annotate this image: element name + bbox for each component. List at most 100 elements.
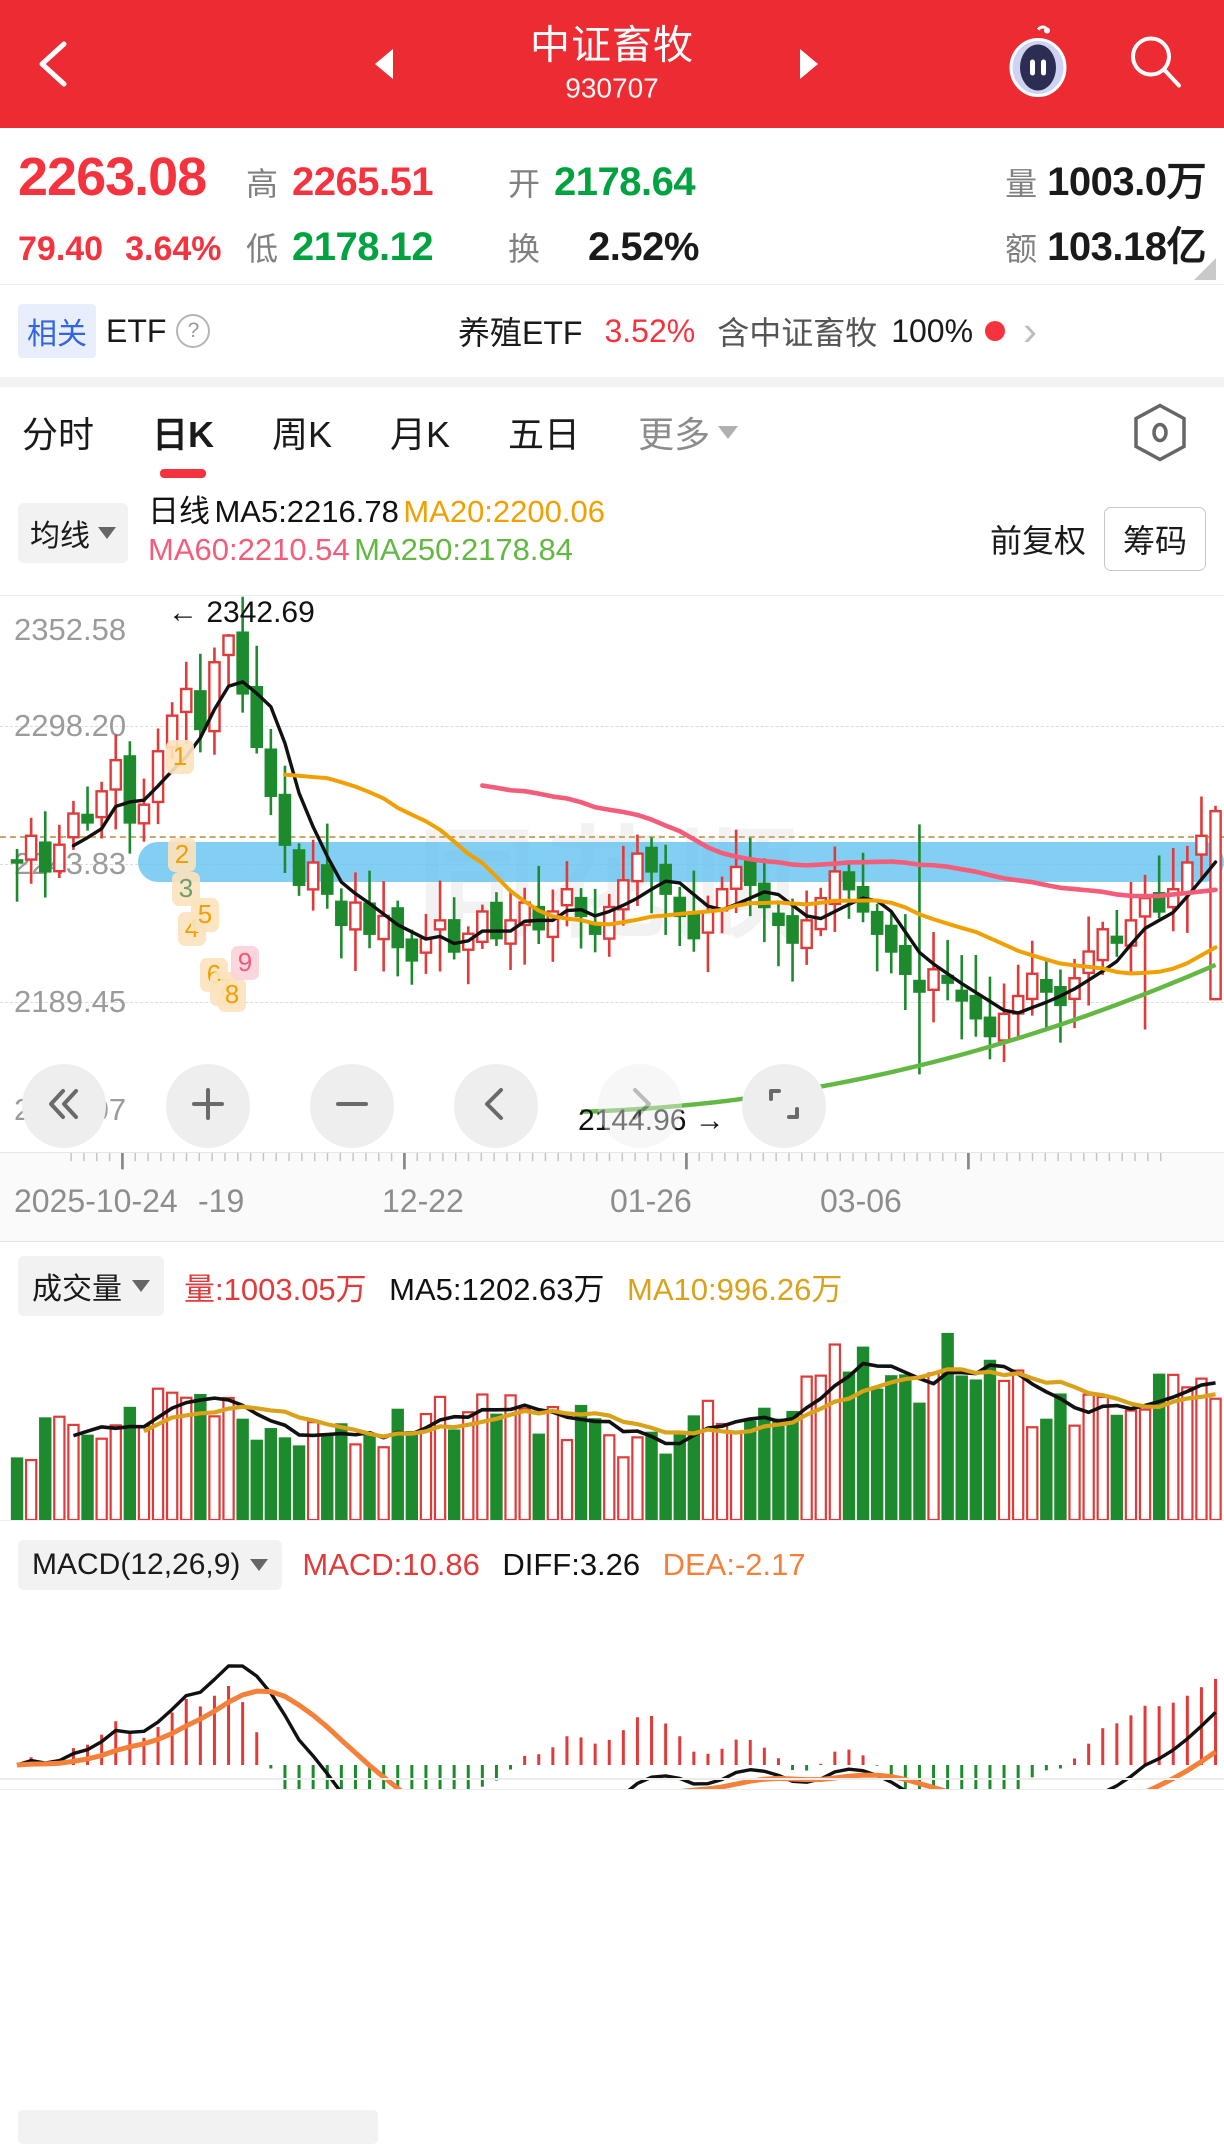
x-axis-label: 01-26 [610, 1183, 692, 1219]
tab-five-day[interactable]: 五日 [508, 406, 580, 464]
svg-text:9: 9 [238, 947, 252, 977]
adjust-mode-label[interactable]: 前复权 [989, 523, 1086, 559]
low-value: 2178.12 [292, 225, 434, 269]
expand-corner-icon[interactable] [1194, 258, 1216, 280]
next-stock-button[interactable] [800, 49, 818, 79]
ma-values: 日线 MA5:2216.78 MA20:2200.06 MA60:2210.54… [148, 493, 1206, 569]
tab-label: 周K [272, 414, 333, 455]
question-circle-icon[interactable]: ? [176, 314, 211, 348]
back-button[interactable] [28, 36, 84, 92]
prev-stock-button[interactable] [375, 49, 393, 79]
open-cell: 开 2178.64 [508, 159, 776, 205]
related-etf-row[interactable]: 相关 ETF ? 养殖ETF 3.52% 含中证畜牧 100% › [0, 285, 1224, 377]
search-icon [1124, 36, 1188, 98]
volume-indicator-selector[interactable]: 成交量 [18, 1256, 164, 1316]
pan-right-button[interactable] [598, 1064, 682, 1148]
tab-fenshi[interactable]: 分时 [22, 406, 94, 464]
open-value: 2178.64 [554, 160, 696, 204]
candlestick-chart[interactable]: 同花顺 2352.58 2298.20 2243.83 2189.45 2135… [0, 595, 1224, 1152]
ma-selector-button[interactable]: 均线 [18, 503, 128, 563]
fullscreen-button[interactable] [742, 1064, 826, 1148]
stock-code: 930707 [565, 72, 659, 104]
chart-area[interactable]: 同花顺 2352.58 2298.20 2243.83 2189.45 2135… [0, 595, 1224, 1242]
zoom-in-button[interactable] [166, 1064, 250, 1148]
tab-weekly-k[interactable]: 周K [272, 406, 332, 464]
volume-cell: 量 1003.0万 [776, 149, 1206, 207]
axis-ticks [70, 1153, 1162, 1170]
x-axis-label: -19 [198, 1183, 245, 1219]
triangle-right-icon [800, 49, 818, 79]
high-annotation: ← 2342.69 [168, 596, 315, 629]
date-axis: 2025-10-24 -19 12-22 01-26 03-06 [0, 1152, 1224, 1242]
double-chevron-left-icon [41, 1081, 87, 1132]
search-button[interactable] [1124, 30, 1188, 99]
macd-value: MACD:10.86 [302, 1547, 480, 1582]
change-percent: 3.64% [125, 230, 222, 268]
ma-header-right: 前复权 筹码 [990, 507, 1206, 571]
gridline-cost [0, 836, 1224, 838]
assistant-button[interactable] [1002, 24, 1074, 105]
open-label: 开 [508, 166, 541, 202]
hexagon-settings-icon [1132, 403, 1188, 467]
macd-panel-header: MACD(12,26,9) MACD:10.86 DIFF:3.26 DEA:-… [0, 1521, 1224, 1599]
chevron-down-icon [132, 1280, 150, 1292]
volume-panel-header: 成交量 量:1003.05万 MA5:1202.63万 MA10:996.26万 [0, 1242, 1224, 1320]
dea-value: DEA:-2.17 [662, 1547, 806, 1582]
robot-assistant-icon [1002, 25, 1074, 104]
tab-more[interactable]: 更多 [638, 406, 739, 464]
etf-detail[interactable]: 养殖ETF 3.52% 含中证畜牧 100% › [458, 308, 1037, 354]
price-cell: 2263.08 [18, 146, 246, 208]
pan-left-button[interactable] [454, 1064, 538, 1148]
volume-bars-svg [10, 1332, 1222, 1520]
svg-text:3: 3 [179, 873, 193, 903]
etf-item-name: 养殖ETF [458, 315, 583, 351]
chevron-right-icon[interactable]: › [1023, 307, 1038, 354]
macd-chart[interactable] [0, 1599, 1224, 1789]
ma5-value: MA5:2216.78 [214, 494, 399, 529]
low-label: 低 [246, 231, 279, 267]
volume-ma5-value: MA5:1202.63万 [389, 1271, 605, 1307]
etf-contains-label: 含中证畜牧 [717, 315, 878, 351]
fullscreen-icon [761, 1081, 807, 1132]
chart-period-tabs: 分时 日K 周K 月K 五日 更多 [0, 377, 1224, 483]
zoom-out-button[interactable] [310, 1064, 394, 1148]
gridline [0, 1002, 1224, 1003]
volume-chart[interactable] [0, 1320, 1224, 1520]
tab-daily-k[interactable]: 日K [152, 406, 215, 478]
plus-icon [185, 1081, 231, 1132]
tab-label: 五日 [508, 414, 581, 455]
quote-row-2: 79.40 3.64% 低 2178.12 换 2.52% 额 103.18亿 [18, 214, 1206, 276]
chips-button[interactable]: 筹码 [1103, 507, 1206, 571]
volume-selector-label: 成交量 [32, 1273, 122, 1306]
tab-label: 日K [152, 414, 215, 455]
bottom-strip [0, 1790, 1224, 2144]
ma-period: 日线 [148, 494, 210, 529]
jump-first-button[interactable] [22, 1064, 106, 1148]
minus-icon [329, 1081, 375, 1132]
active-tab-underline [160, 469, 207, 478]
tab-label: 月K [390, 414, 451, 455]
svg-text:2: 2 [175, 839, 189, 869]
turnover-cell: 换 2.52% [508, 224, 776, 270]
tab-label: 分时 [22, 414, 95, 455]
bottom-indicator-placeholder[interactable] [18, 2110, 378, 2144]
ma250-value: MA250:2178.84 [354, 531, 574, 567]
ma-indicator-header: 均线 日线 MA5:2216.78 MA20:2200.06 MA60:2210… [0, 483, 1224, 595]
chevron-left-icon [28, 36, 84, 92]
ma20-value: MA20:2200.06 [403, 494, 605, 529]
chart-settings-button[interactable] [1132, 403, 1188, 468]
app-header: 中证畜牧 930707 [0, 0, 1224, 128]
svg-text:5: 5 [198, 899, 212, 929]
chevron-right-icon [617, 1081, 663, 1132]
amount-label: 额 [1005, 231, 1038, 267]
svg-text:8: 8 [225, 979, 239, 1009]
volume-value: 量:1003.05万 [184, 1271, 367, 1307]
stock-title-block: 中证畜牧 930707 [530, 26, 694, 103]
quote-row-1: 2263.08 高 2265.51 开 2178.64 量 1003.0万 [18, 146, 1206, 208]
triangle-left-icon [375, 49, 393, 79]
macd-indicator-selector[interactable]: MACD(12,26,9) [18, 1540, 283, 1590]
volume-ma10-value: MA10:996.26万 [627, 1271, 843, 1307]
x-axis-label: 2025-10-24 [14, 1183, 178, 1219]
tab-monthly-k[interactable]: 月K [390, 406, 450, 464]
chevron-down-icon [98, 527, 116, 539]
